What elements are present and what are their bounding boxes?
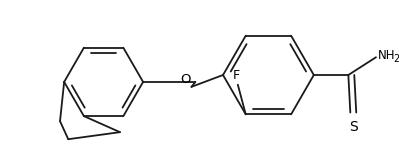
Text: 2: 2 [394, 54, 399, 64]
Text: F: F [232, 69, 239, 82]
Text: S: S [349, 120, 358, 134]
Text: NH: NH [378, 49, 395, 62]
Text: O: O [180, 73, 190, 86]
